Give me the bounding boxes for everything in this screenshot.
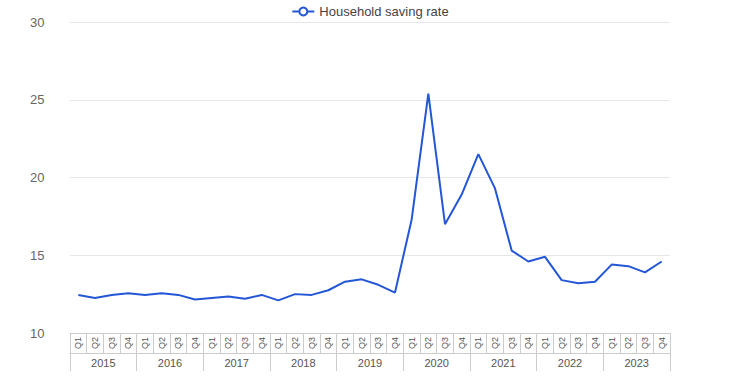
svg-text:Q4: Q4 bbox=[523, 337, 533, 349]
svg-text:Q4: Q4 bbox=[657, 337, 667, 349]
svg-text:2016: 2016 bbox=[158, 357, 182, 369]
svg-text:Q3: Q3 bbox=[307, 337, 317, 349]
svg-text:25: 25 bbox=[30, 92, 44, 107]
svg-text:Q1: Q1 bbox=[607, 337, 617, 349]
svg-text:2023: 2023 bbox=[624, 357, 648, 369]
svg-text:Q1: Q1 bbox=[407, 337, 417, 349]
svg-text:Q2: Q2 bbox=[623, 337, 633, 349]
svg-text:30: 30 bbox=[30, 15, 44, 30]
svg-text:Q4: Q4 bbox=[123, 337, 133, 349]
svg-text:2022: 2022 bbox=[558, 357, 582, 369]
svg-text:Q2: Q2 bbox=[157, 337, 167, 349]
svg-text:Q3: Q3 bbox=[107, 337, 117, 349]
svg-text:Q1: Q1 bbox=[73, 337, 83, 349]
svg-text:Q4: Q4 bbox=[590, 337, 600, 349]
svg-text:Q2: Q2 bbox=[423, 337, 433, 349]
svg-text:2020: 2020 bbox=[424, 357, 448, 369]
svg-text:Q4: Q4 bbox=[190, 337, 200, 349]
svg-text:15: 15 bbox=[30, 248, 44, 263]
svg-text:Q2: Q2 bbox=[490, 337, 500, 349]
svg-text:10: 10 bbox=[30, 326, 44, 341]
svg-text:Q2: Q2 bbox=[357, 337, 367, 349]
svg-text:Q3: Q3 bbox=[640, 337, 650, 349]
svg-text:2015: 2015 bbox=[91, 357, 115, 369]
svg-text:Household saving rate: Household saving rate bbox=[319, 4, 448, 19]
svg-text:Q4: Q4 bbox=[323, 337, 333, 349]
svg-text:Q2: Q2 bbox=[223, 337, 233, 349]
svg-text:Q2: Q2 bbox=[290, 337, 300, 349]
svg-text:Q2: Q2 bbox=[557, 337, 567, 349]
svg-text:Q1: Q1 bbox=[540, 337, 550, 349]
svg-text:Q3: Q3 bbox=[173, 337, 183, 349]
svg-text:Q3: Q3 bbox=[373, 337, 383, 349]
svg-text:2019: 2019 bbox=[358, 357, 382, 369]
svg-text:Q1: Q1 bbox=[273, 337, 283, 349]
svg-text:Q4: Q4 bbox=[390, 337, 400, 349]
svg-text:Q1: Q1 bbox=[140, 337, 150, 349]
svg-text:Q3: Q3 bbox=[440, 337, 450, 349]
svg-text:Q1: Q1 bbox=[207, 337, 217, 349]
svg-text:Q3: Q3 bbox=[573, 337, 583, 349]
svg-text:2018: 2018 bbox=[291, 357, 315, 369]
svg-text:2017: 2017 bbox=[224, 357, 248, 369]
svg-text:2021: 2021 bbox=[491, 357, 515, 369]
svg-text:20: 20 bbox=[30, 170, 44, 185]
svg-text:Q2: Q2 bbox=[90, 337, 100, 349]
svg-text:Q4: Q4 bbox=[457, 337, 467, 349]
svg-text:Q1: Q1 bbox=[473, 337, 483, 349]
svg-text:Q4: Q4 bbox=[257, 337, 267, 349]
svg-text:Q1: Q1 bbox=[340, 337, 350, 349]
svg-text:Q3: Q3 bbox=[507, 337, 517, 349]
svg-text:Q3: Q3 bbox=[240, 337, 250, 349]
